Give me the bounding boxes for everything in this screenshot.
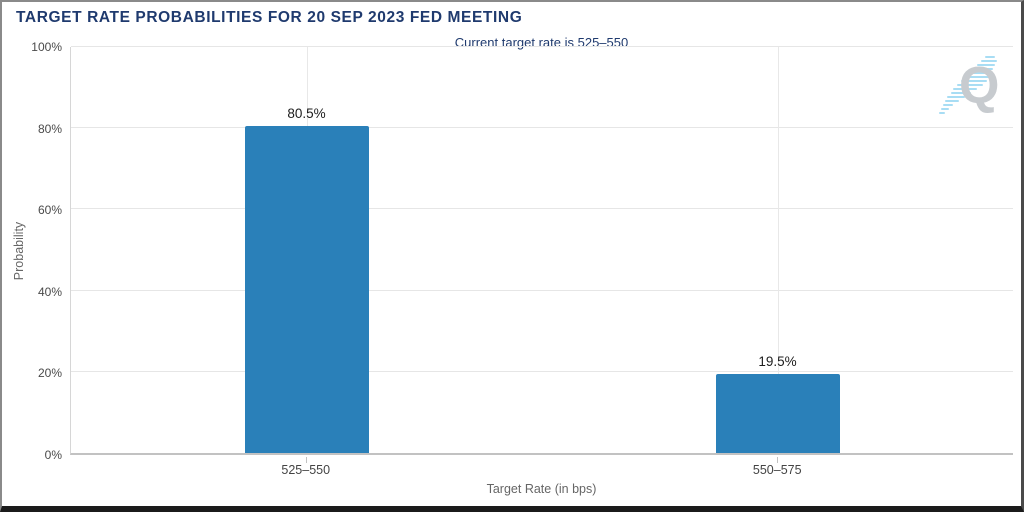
y-axis-title: Probability xyxy=(12,221,26,281)
bar-value-label: 80.5% xyxy=(287,106,326,122)
bar-550-575[interactable] xyxy=(715,373,840,453)
logo-dash xyxy=(977,64,995,66)
logo-dash xyxy=(957,84,983,86)
q-letter-icon: Q xyxy=(959,57,1000,115)
logo-dash xyxy=(941,108,949,110)
vertical-gridline-550-575 xyxy=(777,47,779,453)
x-axis-tickmarks xyxy=(70,457,1013,463)
gridline-20pct xyxy=(71,370,1013,372)
x-tick-550-575: 550–575 xyxy=(752,463,802,477)
y-tick-80: 80% xyxy=(37,121,62,136)
bar-group-550-575: 19.5% xyxy=(715,47,840,453)
logo-dash xyxy=(961,80,987,82)
logo-dash xyxy=(947,96,965,98)
logo-dash xyxy=(969,72,991,74)
y-tick-40: 40% xyxy=(37,284,62,299)
logo-dash xyxy=(965,76,989,78)
y-tick-60: 60% xyxy=(37,203,62,218)
logo-dash xyxy=(951,92,971,94)
logo-dash xyxy=(985,56,995,58)
bar-group-525-550: 80.5% xyxy=(244,47,369,453)
y-axis-tick-labels: 0% 20% 40% 60% 80% 100% xyxy=(2,40,66,462)
gridline-80pct xyxy=(71,127,1013,129)
gridline-100pct xyxy=(71,46,1013,47)
x-tick-525-550: 525–550 xyxy=(281,463,331,477)
bar-value-label: 19.5% xyxy=(758,353,797,369)
logo-dash xyxy=(943,104,953,106)
y-tick-20: 20% xyxy=(37,366,62,381)
x-tickmark-525-550 xyxy=(305,457,307,463)
bar-525-550[interactable] xyxy=(244,126,369,453)
gridline-60pct xyxy=(71,208,1013,210)
x-tickmark-550-575 xyxy=(777,457,779,463)
plot-area: 80.5% 19.5% xyxy=(70,46,1013,455)
logo-dash xyxy=(953,88,977,90)
x-axis-title: Target Rate (in bps) xyxy=(486,482,597,496)
logo-dash xyxy=(945,100,959,102)
logo-dash xyxy=(981,60,997,62)
y-tick-0: 0% xyxy=(44,448,62,462)
chart-title: TARGET RATE PROBABILITIES FOR 20 SEP 202… xyxy=(16,9,523,26)
logo-dash xyxy=(973,68,993,70)
y-tick-100: 100% xyxy=(31,40,62,54)
logo-dash xyxy=(939,112,945,114)
gridline-40pct xyxy=(71,289,1013,291)
q-logo: Q xyxy=(939,56,1009,122)
